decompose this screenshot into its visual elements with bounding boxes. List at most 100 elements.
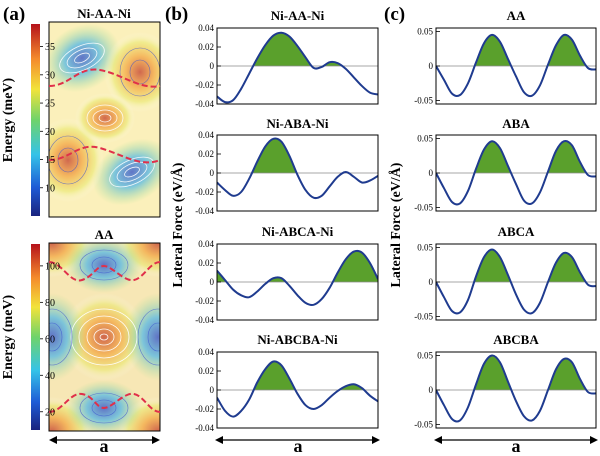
y-tick-label: 0.02 bbox=[198, 258, 214, 268]
y-tick-label: 0.04 bbox=[198, 239, 214, 249]
panel-title: Ni-ABA-Ni bbox=[266, 116, 328, 131]
y-tick-label: -0.02 bbox=[195, 404, 214, 414]
panel-title: AA bbox=[507, 8, 526, 23]
panel-title: ABCBA bbox=[493, 332, 539, 347]
force-panels: -0.04 -0.02 0 0.02 0.04 Ni-AA-Ni -0.04 -0.02 0 0.… bbox=[195, 8, 597, 433]
y-tick-label: -0.04 bbox=[195, 315, 214, 325]
y-tick-label: 0.04 bbox=[198, 347, 214, 357]
positive-force-area bbox=[436, 34, 596, 66]
x-arrow-b bbox=[215, 436, 380, 444]
y-tick-label: 0.02 bbox=[198, 149, 214, 159]
force-curve bbox=[217, 360, 378, 418]
panel-title: Ni-AA-Ni bbox=[271, 8, 325, 23]
y-tick-label: 0.05 bbox=[417, 242, 433, 252]
y-tick-label: 0 bbox=[210, 168, 215, 178]
colorbar-tick-label: 80 bbox=[45, 298, 55, 309]
positive-force-area bbox=[436, 140, 596, 173]
colorbar-bottom-ticks: 20 40 60 80 100 bbox=[40, 261, 60, 418]
force-curve bbox=[436, 354, 596, 423]
y-tick-label: 0.05 bbox=[417, 26, 433, 36]
colorbar-tick-label: 35 bbox=[45, 42, 55, 53]
force-panel-c3: -0.05 0 0.05 ABCA bbox=[414, 224, 597, 322]
colorbar-tick-label: 20 bbox=[45, 127, 55, 138]
minimum-energy-path-top-lower bbox=[48, 145, 161, 164]
y-tick-label: 0 bbox=[429, 168, 434, 178]
colorbar-tick-label: 25 bbox=[45, 99, 55, 110]
force-curve bbox=[436, 248, 596, 315]
y-tick-label: 0 bbox=[210, 277, 215, 287]
x-arrow-c bbox=[434, 436, 598, 444]
minimum-energy-path-top-upper bbox=[48, 68, 161, 88]
y-tick-label: 0 bbox=[429, 277, 434, 287]
heatmap-bottom-ylabel: Energy (meV) bbox=[1, 294, 16, 379]
force-curve bbox=[436, 33, 596, 98]
panel-label-a: (a) bbox=[3, 4, 25, 25]
y-tick-label: 0 bbox=[210, 385, 215, 395]
colorbar-tick-label: 100 bbox=[45, 261, 60, 272]
y-tick-label: -0.04 bbox=[195, 99, 214, 109]
ylabel-b: Lateral Force (eV/Å) bbox=[170, 162, 186, 287]
panel-label-b: (b) bbox=[165, 4, 188, 25]
colorbar-tick-label: 30 bbox=[45, 70, 55, 81]
positive-force-area bbox=[217, 32, 378, 66]
y-tick-label: 0.04 bbox=[198, 23, 214, 33]
colorbar-tick-label: 40 bbox=[45, 371, 55, 382]
ylabel-c: Lateral Force (eV/Å) bbox=[388, 162, 404, 287]
colorbar-top-ticks: 10 15 20 25 30 35 bbox=[40, 42, 55, 194]
minimum-energy-path-bottom-lower bbox=[48, 392, 161, 413]
positive-force-area bbox=[217, 138, 378, 173]
force-panel-b3: -0.04 -0.02 0 0.02 0.04 Ni-ABCA-Ni bbox=[195, 224, 379, 325]
force-panel-b4: -0.04 -0.02 0 0.02 0.04 Ni-ABCBA-Ni bbox=[195, 332, 379, 433]
y-tick-label: -0.05 bbox=[414, 420, 433, 430]
panel-title: Ni-ABCBA-Ni bbox=[257, 332, 338, 347]
force-curve bbox=[217, 249, 378, 306]
y-tick-label: 0.05 bbox=[417, 350, 433, 360]
positive-force-area bbox=[217, 250, 378, 282]
heatmap-top-ylabel: Energy (meV) bbox=[1, 77, 16, 162]
y-tick-label: 0 bbox=[429, 61, 434, 71]
y-tick-label: 0 bbox=[210, 61, 215, 71]
panel-label-c: (c) bbox=[384, 4, 405, 25]
y-tick-label: 0 bbox=[429, 385, 434, 395]
y-tick-label: -0.02 bbox=[195, 187, 214, 197]
y-tick-label: -0.04 bbox=[195, 206, 214, 216]
y-tick-label: -0.04 bbox=[195, 423, 214, 433]
colorbar-tick-label: 20 bbox=[45, 407, 55, 418]
y-tick-label: 0.05 bbox=[417, 133, 433, 143]
force-panel-c1: -0.05 0 0.05 AA bbox=[414, 8, 597, 106]
colorbar-tick-label: 15 bbox=[45, 155, 55, 166]
y-tick-label: -0.05 bbox=[414, 312, 433, 322]
x-label-a: a bbox=[100, 436, 109, 456]
y-tick-label: -0.05 bbox=[414, 203, 433, 213]
x-label-c: a bbox=[512, 436, 521, 456]
positive-force-area bbox=[436, 249, 596, 282]
panel-title: ABCA bbox=[498, 224, 535, 239]
y-tick-label: -0.05 bbox=[414, 96, 433, 106]
force-panel-c2: -0.05 0 0.05 ABA bbox=[414, 116, 597, 213]
force-curve bbox=[217, 137, 378, 200]
heatmap-top-title: Ni-AA-Ni bbox=[77, 6, 131, 21]
force-panel-c4: -0.05 0 0.05 ABCBA bbox=[414, 332, 597, 430]
y-tick-label: 0.04 bbox=[198, 130, 214, 140]
heatmap-top bbox=[48, 21, 161, 218]
panel-title: Ni-ABCA-Ni bbox=[262, 224, 334, 239]
y-tick-label: -0.02 bbox=[195, 80, 214, 90]
x-label-b: a bbox=[294, 436, 303, 456]
positive-force-area bbox=[217, 361, 378, 390]
colorbar-tick-label: 60 bbox=[45, 334, 55, 345]
panel-title: ABA bbox=[502, 116, 530, 131]
y-tick-label: -0.02 bbox=[195, 296, 214, 306]
y-tick-label: 0.02 bbox=[198, 42, 214, 52]
minimum-energy-path-bottom-upper bbox=[48, 261, 161, 282]
colorbar-top bbox=[31, 24, 40, 216]
force-panel-b1: -0.04 -0.02 0 0.02 0.04 Ni-AA-Ni bbox=[195, 8, 379, 109]
heatmap-bottom-title: AA bbox=[95, 227, 114, 242]
positive-force-area bbox=[436, 355, 596, 390]
force-curve bbox=[217, 31, 378, 104]
colorbar-tick-label: 10 bbox=[45, 183, 55, 194]
heatmap-bottom bbox=[48, 242, 161, 432]
y-tick-label: 0.02 bbox=[198, 366, 214, 376]
colorbar-bottom bbox=[31, 244, 40, 430]
force-curve bbox=[436, 139, 596, 206]
